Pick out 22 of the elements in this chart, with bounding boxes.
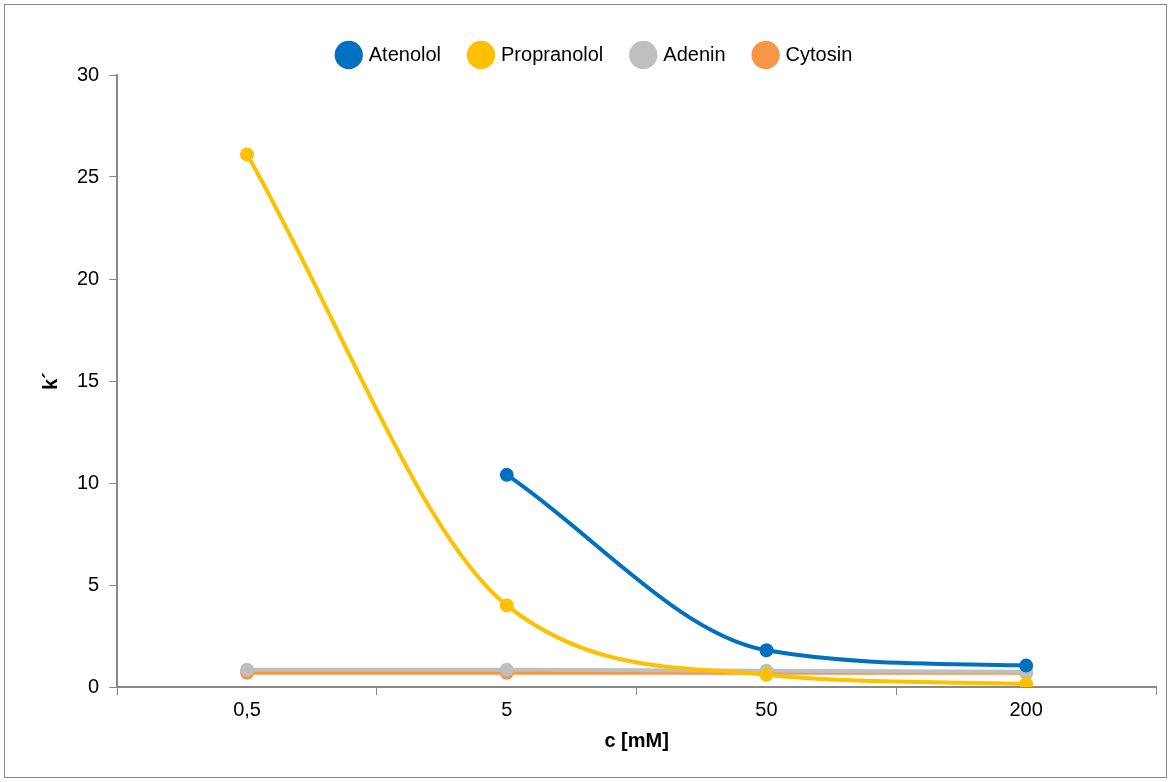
legend-label: Atenolol: [368, 42, 442, 65]
point: [499, 598, 514, 613]
y-tick-label: 15: [77, 368, 100, 391]
x-tick-label: 200: [1009, 697, 1043, 720]
x-axis-title: c [mM]: [604, 728, 669, 751]
point: [240, 147, 255, 162]
legend-label: Adenin: [663, 42, 726, 65]
y-tick-label: 30: [77, 62, 100, 85]
point: [1019, 658, 1034, 673]
point: [759, 643, 774, 658]
x-tick-label: 50: [755, 697, 778, 720]
y-tick-label: 5: [88, 572, 100, 595]
x-tick-label: 5: [501, 697, 513, 720]
y-tick-label: 10: [77, 470, 100, 493]
y-axis-title: k´: [38, 372, 61, 390]
x-tick-label: 0,5: [233, 697, 261, 720]
point: [499, 467, 514, 482]
y-tick-label: 0: [88, 674, 100, 697]
legend-label: Propranolol: [501, 42, 604, 65]
y-tick-label: 25: [77, 164, 100, 187]
y-tick-label: 20: [77, 266, 100, 289]
legend-label: Cytosin: [785, 42, 853, 65]
